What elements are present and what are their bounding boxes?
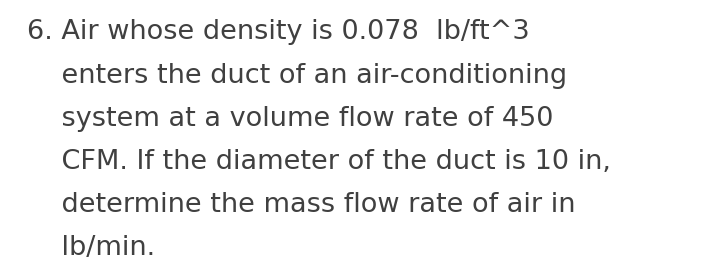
Text: determine the mass flow rate of air in: determine the mass flow rate of air in [27, 192, 576, 218]
Text: lb/min.: lb/min. [27, 235, 155, 261]
Text: enters the duct of an air-conditioning: enters the duct of an air-conditioning [27, 63, 567, 89]
Text: CFM. If the diameter of the duct is 10 in,: CFM. If the diameter of the duct is 10 i… [27, 149, 611, 175]
Text: 6. Air whose density is 0.078  lb/ft^3: 6. Air whose density is 0.078 lb/ft^3 [27, 19, 530, 46]
Text: system at a volume flow rate of 450: system at a volume flow rate of 450 [27, 106, 554, 132]
